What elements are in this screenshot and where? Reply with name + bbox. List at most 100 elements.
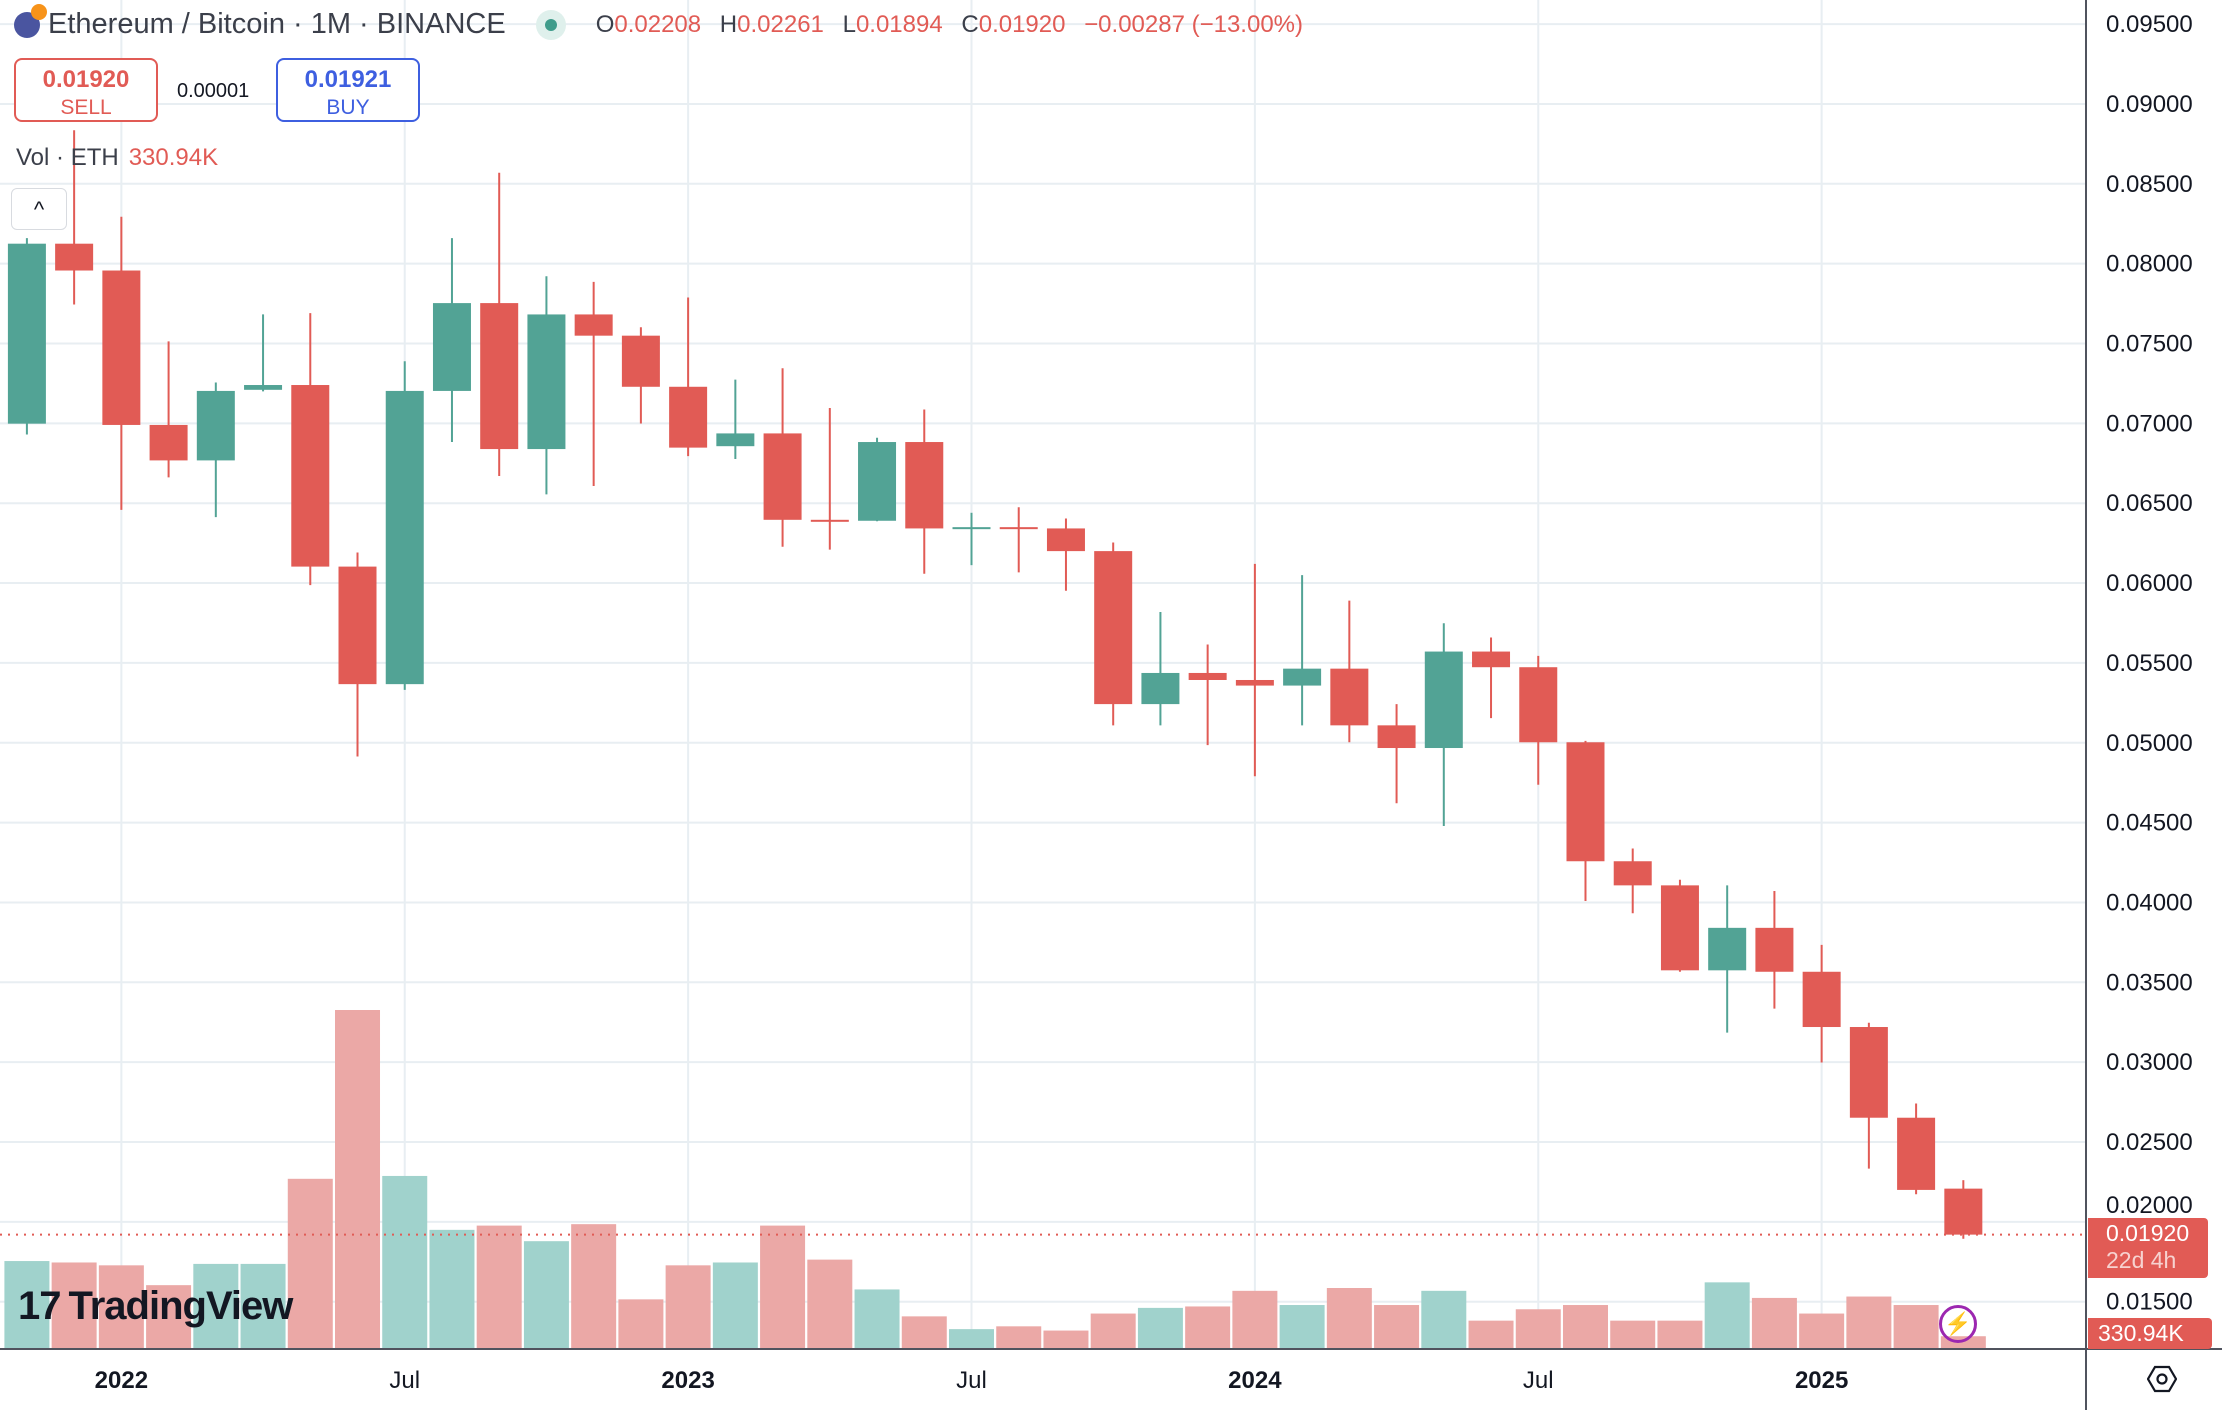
sell-button[interactable]: 0.01920 SELL [14,58,158,122]
candle-body [905,442,944,529]
grid [0,0,2086,1349]
candle-body [385,390,424,685]
volume-bar [1468,1320,1514,1349]
price-tick-label: 0.08000 [2106,251,2193,278]
price-tick-label: 0.06000 [2106,570,2193,597]
volume-bar [1704,1282,1750,1349]
volume-bar [1846,1296,1892,1349]
volume-bar [618,1299,664,1349]
candle-body [574,314,613,336]
last-price-tag: 0.01920 22d 4h [2088,1218,2208,1278]
volume-bar [523,1241,569,1349]
price-tick-label: 0.02500 [2106,1129,2193,1156]
candle-body [1188,672,1227,680]
price-tick-label: 0.06500 [2106,490,2193,517]
candle-body [952,527,991,530]
candle-body [1708,927,1747,971]
volume-legend[interactable]: Vol · ETH 330.94K [16,144,219,171]
symbol-title[interactable]: Ethereum / Bitcoin · 1M · BINANCE [48,8,506,40]
market-open-dot-icon[interactable] [535,9,566,40]
candle-body [1897,1117,1936,1190]
candle-body [1046,528,1085,552]
volume-bar [240,1263,286,1349]
time-tick-label: Jul [389,1367,420,1394]
volume-bar [4,1261,50,1349]
candle-body [244,385,283,390]
candle-body [432,303,471,391]
candle-body [716,433,755,447]
candle-body [1849,1027,1888,1118]
price-tick-label: 0.07000 [2106,410,2193,437]
volume-bar [287,1178,333,1349]
volume-bar [1326,1288,1372,1349]
price-tick-label: 0.05000 [2106,730,2193,757]
price-tick-label: 0.07500 [2106,331,2193,358]
price-tick-label: 0.02000 [2106,1192,2193,1219]
ohlc-values: O0.02208 H0.02261 L0.01894 C0.01920 −0.0… [595,10,1303,38]
volume-bar [1799,1313,1845,1349]
candle-body [196,390,235,461]
symbol-legend: Ethereum / Bitcoin · 1M · BINANCE O0.022… [14,3,1315,41]
time-tick-label: 2024 [1228,1367,1282,1394]
candles [7,130,1983,1239]
eth-btc-icon [14,3,47,38]
buy-button[interactable]: 0.01921 BUY [276,58,420,122]
candle-body [1613,861,1652,886]
candle-body [1802,971,1841,1028]
volume-tag: 330.94K [2088,1318,2212,1349]
candle-body [527,314,566,450]
volume-bar [98,1265,144,1349]
candle-body [858,442,897,521]
candle-body [7,243,46,424]
tradingview-logo[interactable]: 17 TradingView [18,1284,293,1328]
volume-bar [1562,1305,1608,1349]
lightning-icon[interactable]: ⚡ [1939,1305,1977,1343]
candle-body [1235,679,1274,686]
volume-bar [146,1285,192,1349]
volume-bar [1893,1305,1939,1349]
price-tick-label: 0.05500 [2106,650,2193,677]
volume-bar [1610,1320,1656,1349]
collapse-legend-button[interactable]: ^ [11,188,67,230]
volume-bar [51,1262,97,1349]
candle-body [291,385,330,567]
volume-bar [1279,1305,1325,1349]
volume-bars [4,1010,1986,1349]
volume-bar [1657,1320,1703,1349]
volume-bar [1421,1290,1467,1349]
volume-bar [1374,1305,1420,1349]
volume-bar [665,1265,711,1349]
volume-bar [1515,1309,1561,1349]
volume-bar [476,1225,522,1349]
volume-bar [335,1010,381,1349]
candle-body [1566,742,1605,862]
candle-body [999,527,1038,530]
change-value: −0.00287 (−13.00%) [1084,10,1303,38]
price-tick-label: 0.09500 [2106,11,2193,38]
time-tick-label: 2025 [1795,1367,1848,1394]
spread-value: 0.00001 [177,80,250,102]
candle-body [669,386,708,448]
chevron-up-icon: ^ [33,197,45,222]
volume-bar [996,1326,1042,1349]
volume-bar [1185,1306,1231,1349]
candle-body [1377,725,1416,749]
volume-bar [807,1259,853,1349]
price-tick-label: 0.08500 [2106,171,2193,198]
price-tick-label: 0.01500 [2106,1289,2193,1316]
time-tick-label: 2023 [661,1367,714,1394]
price-tick-label: 0.04500 [2106,810,2193,837]
candle-body [149,424,188,461]
candle-body [1944,1188,1983,1235]
volume-bar [193,1263,239,1349]
candle-body [810,519,849,522]
volume-bar [760,1225,806,1349]
settings-hex-icon[interactable] [2147,1364,2177,1394]
candle-body [1141,672,1180,705]
volume-bar [1043,1330,1089,1349]
volume-bar [382,1175,428,1349]
volume-bar [1751,1297,1797,1349]
price-tick-label: 0.03500 [2106,969,2193,996]
